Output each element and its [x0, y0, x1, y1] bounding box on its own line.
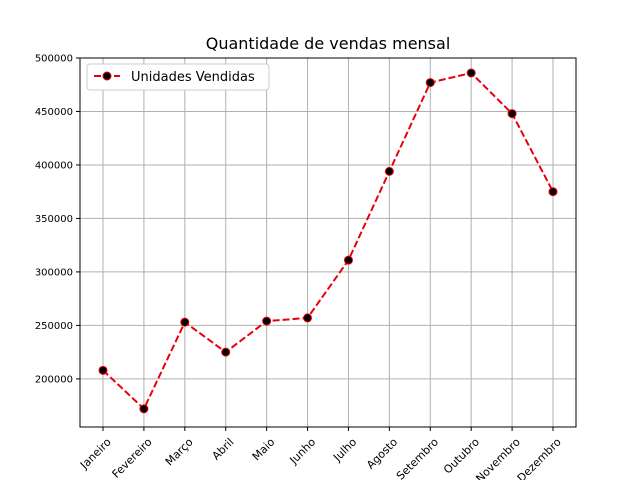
- series-line: [102, 71, 554, 410]
- data-point: [384, 166, 394, 176]
- y-tick-label: 250000: [35, 321, 73, 332]
- chart-title: Quantidade de vendas mensal: [206, 34, 451, 53]
- data-point: [303, 313, 313, 323]
- legend: Unidades Vendidas: [86, 63, 270, 91]
- plot-area: [79, 57, 577, 428]
- x-tick-label: Setembro: [394, 435, 441, 480]
- x-tick-label: Janeiro: [77, 435, 114, 472]
- x-tick-label: Outubro: [441, 435, 482, 476]
- data-point: [466, 68, 476, 78]
- x-tick-label: Julho: [330, 435, 359, 464]
- x-tick-label: Fevereiro: [110, 435, 155, 480]
- x-tick-label: Abril: [210, 436, 237, 463]
- x-tick-label: Agosto: [364, 435, 400, 471]
- y-tick-label: 300000: [35, 267, 73, 278]
- y-tick-label: 200000: [35, 374, 73, 385]
- legend-label: Unidades Vendidas: [131, 70, 255, 85]
- data-point: [262, 316, 272, 326]
- data-point: [139, 404, 149, 414]
- data-point: [507, 109, 517, 119]
- x-tick-label: Junho: [287, 435, 319, 467]
- y-tick-label: 350000: [35, 214, 73, 225]
- x-tick-label: Maio: [250, 435, 278, 463]
- legend-marker: [102, 71, 112, 81]
- y-tick-label: 500000: [35, 54, 73, 65]
- x-tick-label: Março: [163, 435, 196, 468]
- data-point: [98, 365, 108, 375]
- data-point: [548, 187, 558, 197]
- data-point: [221, 347, 231, 357]
- x-tick-label: Dezembro: [515, 435, 564, 480]
- data-point: [180, 317, 190, 327]
- grid: [80, 57, 576, 427]
- y-axis: 200000 250000 300000 350000 400000 450000 5000…: [35, 54, 80, 385]
- legend-box: [86, 63, 270, 91]
- series-layer: [98, 68, 558, 414]
- y-tick-label: 400000: [35, 160, 73, 171]
- data-point: [343, 255, 353, 265]
- y-tick-label: 450000: [35, 107, 73, 118]
- data-point: [425, 78, 435, 88]
